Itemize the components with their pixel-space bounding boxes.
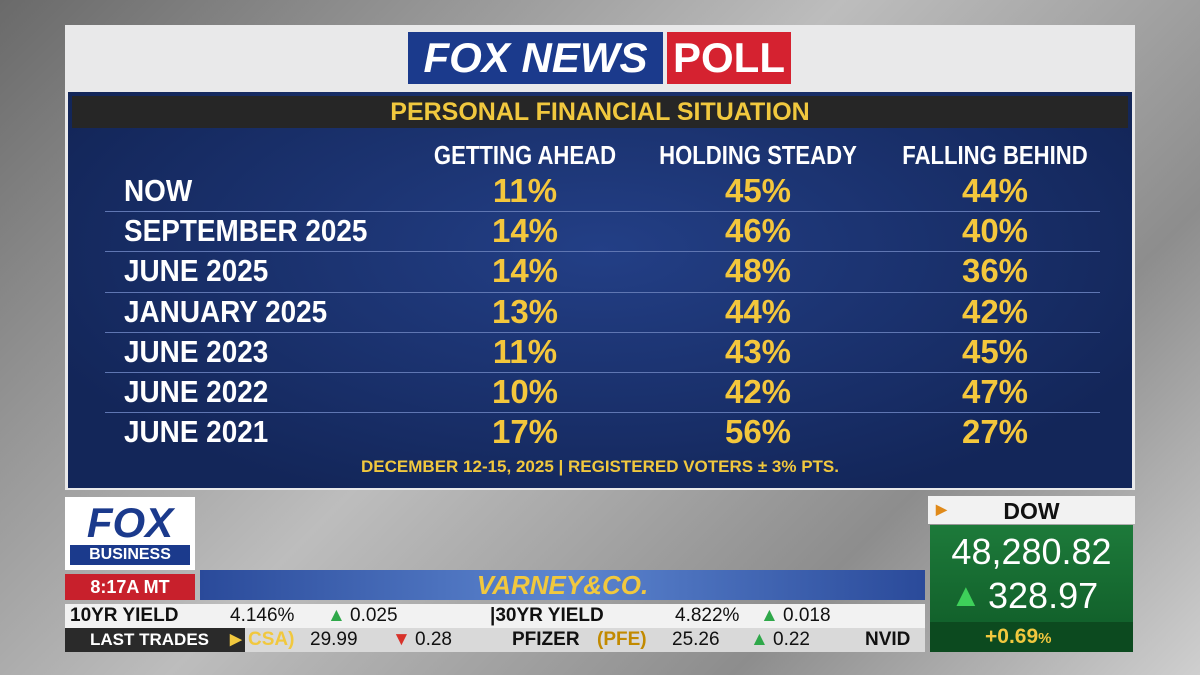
trade-price: 25.26 <box>672 629 720 650</box>
trade-name: PFIZER <box>512 629 580 650</box>
board <box>68 92 1132 488</box>
play-icon: ▶ <box>936 501 947 517</box>
row-label: NOW <box>124 173 193 208</box>
table-title: PERSONAL FINANCIAL SITUATION <box>72 96 1128 128</box>
yield-label-text: 30YR YIELD <box>495 605 604 626</box>
column-header: GETTING AHEAD <box>433 140 617 170</box>
show-title: VARNEY&CO. <box>200 570 925 600</box>
row-label: JUNE 2021 <box>124 414 269 450</box>
row-label: JANUARY 2025 <box>124 293 328 329</box>
cell-value: 48% <box>724 252 792 290</box>
row-divider <box>105 291 1100 293</box>
trades-label: LAST TRADES <box>90 630 209 649</box>
cell-value: 44% <box>961 172 1029 209</box>
dow-box: 48,280.82 ▲ 328.97 +0.69% <box>930 525 1133 652</box>
up-arrow: ▲ <box>750 629 769 650</box>
cell-value: 27% <box>961 413 1029 451</box>
trade-price: 29.99 <box>310 629 358 650</box>
yield-change: 0.025 <box>350 605 398 626</box>
network-brand: FOX <box>86 499 174 546</box>
column-header: HOLDING STEADY <box>659 140 857 170</box>
yield-bar: 10YR YIELD 4.146% ▲ 0.025 |30YR YIELD 4.… <box>65 604 925 628</box>
row-divider <box>105 211 1100 213</box>
yield-change: 0.018 <box>783 605 831 626</box>
cell-value: 40% <box>961 212 1029 250</box>
network-sub: BUSINESS <box>70 545 190 565</box>
trade-name: CSA) <box>248 629 295 650</box>
cell-value: 44% <box>724 292 792 330</box>
down-arrow: ▼ <box>392 629 411 650</box>
dow-value: 48,280.82 <box>951 531 1112 572</box>
row-label: SEPTEMBER 2025 <box>124 213 368 249</box>
up-arrow: ▲ <box>760 605 779 626</box>
yield-value: 4.146% <box>230 605 295 626</box>
dow-unit: % <box>1038 630 1052 647</box>
cell-value: 42% <box>724 373 792 410</box>
cell-value: 42% <box>961 292 1029 330</box>
network-logo: FOX BUSINESS <box>65 497 195 570</box>
trade-change: 0.28 <box>415 629 452 650</box>
clock: 8:17A MT <box>65 574 195 600</box>
yield-label: |30YR YIELD <box>490 605 604 626</box>
yield-label: 10YR YIELD <box>70 605 179 626</box>
cell-value: 45% <box>724 172 792 209</box>
footnote: DECEMBER 12-15, 2025 | REGISTERED VOTERS… <box>361 457 839 476</box>
dow-percent: +0.69% <box>985 625 1051 649</box>
row-divider <box>105 372 1100 373</box>
row-label: JUNE 2025 <box>124 253 269 289</box>
row-label: JUNE 2022 <box>124 374 269 409</box>
cell-value: 47% <box>961 373 1029 410</box>
row-divider <box>105 412 1100 414</box>
cell-value: 13% <box>491 292 559 330</box>
trade-name: NVID <box>865 629 911 650</box>
cell-value: 36% <box>961 252 1029 290</box>
play-icon: ▶ <box>230 631 242 648</box>
cell-value: 45% <box>961 332 1029 370</box>
cell-value: 11% <box>492 332 558 370</box>
cell-value: 56% <box>724 413 792 451</box>
dow-label: DOW <box>1003 498 1060 524</box>
cell-value: 46% <box>724 212 792 250</box>
column-header: FALLING BEHIND <box>902 140 1088 170</box>
dow-header: ▶ DOW <box>928 496 1135 524</box>
yield-value: 4.822% <box>675 605 740 626</box>
cell-value: 43% <box>724 332 792 370</box>
cell-value: 10% <box>491 373 559 410</box>
cell-value: 11% <box>492 172 558 209</box>
up-arrow: ▲ <box>327 605 346 626</box>
brand: FOX NEWS <box>408 32 663 84</box>
dow-percent-value: +0.69 <box>985 625 1039 648</box>
cell-value: 14% <box>491 212 559 250</box>
row-divider <box>105 251 1100 253</box>
row-label: JUNE 2023 <box>124 333 269 369</box>
badge: POLL <box>667 32 791 84</box>
cell-value: 14% <box>491 252 559 290</box>
trades-bar: LAST TRADES ▶ CSA) 29.99 ▼ 0.28 PFIZER (… <box>65 628 925 652</box>
up-arrow: ▲ <box>950 577 982 613</box>
trade-change: 0.22 <box>773 629 810 650</box>
trade-symbol: (PFE) <box>597 629 647 650</box>
dow-change: 328.97 <box>988 575 1099 616</box>
cell-value: 17% <box>491 413 559 451</box>
row-divider <box>105 331 1100 333</box>
